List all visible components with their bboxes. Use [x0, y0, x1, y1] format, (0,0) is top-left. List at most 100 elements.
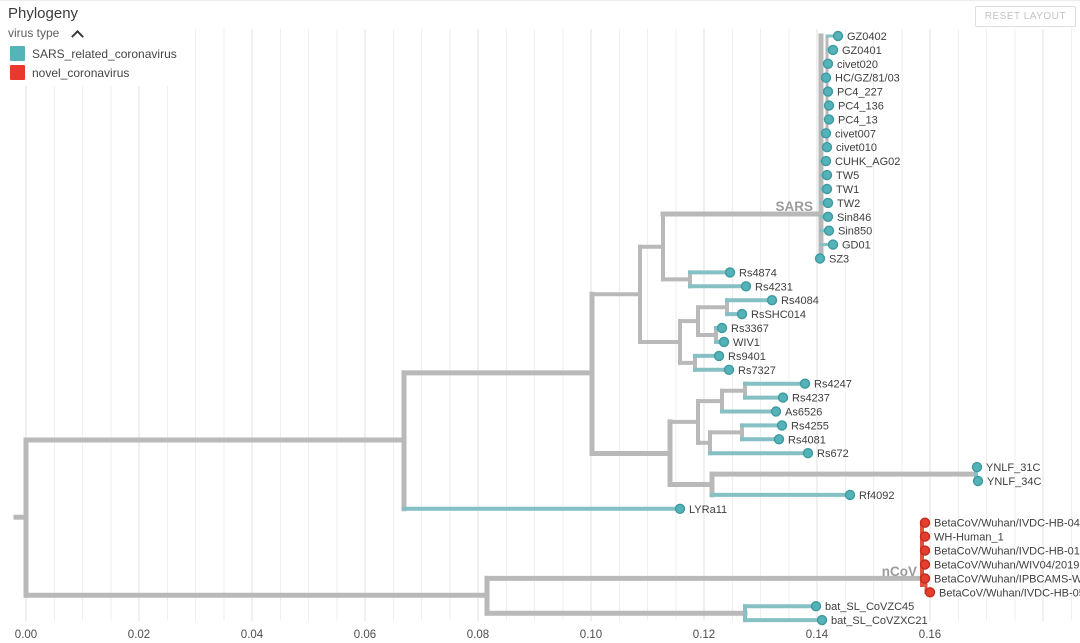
x-tick-label: 0.12	[693, 629, 715, 641]
leaf-node[interactable]	[777, 392, 789, 403]
leaf-node[interactable]	[770, 406, 782, 417]
leaf-node[interactable]	[776, 420, 788, 431]
leaf-label: bat_SL_CoVZC45	[825, 601, 914, 613]
leaf-label: TW5	[836, 170, 859, 182]
leaf-node[interactable]	[919, 545, 931, 556]
leaf-label: WH-Human_1	[934, 532, 1004, 544]
leaf-node[interactable]	[736, 308, 748, 320]
x-tick-label: 0.06	[354, 629, 376, 641]
leaf-label: BetaCoV/Wuhan/IVDC-HB-01/2019	[934, 546, 1080, 558]
leaf-node[interactable]	[713, 350, 725, 362]
leaf-label: GD01	[842, 240, 871, 252]
leaf-node[interactable]	[924, 587, 936, 598]
leaf-label: BetaCoV/Wuhan/IVDC-HB-05/2019	[939, 587, 1080, 599]
leaf-label: Rs9401	[728, 351, 766, 363]
leaf-label: Rs7327	[738, 365, 776, 377]
leaf-label: As6526	[785, 407, 822, 419]
leaf-label: Rs4874	[739, 267, 777, 279]
leaf-label: Rs4255	[791, 420, 829, 432]
leaf-label: PC4_227	[837, 87, 883, 99]
leaf-label: Rs672	[817, 448, 849, 460]
virus-type-legend: virus type SARS_related_coronavirus novel…	[8, 26, 183, 86]
leaf-label: HC/GZ/81/03	[835, 73, 900, 85]
clade-label: nCoV	[882, 564, 917, 579]
chevron-up-icon[interactable]	[71, 29, 85, 43]
leaf-node[interactable]	[822, 58, 834, 69]
leaf-label: civet007	[835, 128, 876, 140]
leaf-node[interactable]	[766, 295, 778, 306]
leaf-node[interactable]	[823, 225, 835, 236]
leaf-node[interactable]	[822, 211, 834, 223]
leaf-node[interactable]	[802, 448, 814, 459]
leaf-node[interactable]	[821, 183, 833, 195]
leaf-node[interactable]	[718, 336, 730, 348]
leaf-node[interactable]	[821, 141, 833, 153]
leaf-node[interactable]	[723, 364, 735, 375]
leaf-node[interactable]	[832, 30, 844, 42]
leaf-label: Rs4247	[814, 379, 852, 391]
leaf-node[interactable]	[814, 253, 826, 264]
leaf-label: RsSHC014	[751, 309, 806, 321]
leaf-label: GZ0401	[842, 45, 882, 57]
tree-leaves: GZ0402 GZ0401 civet020 HC/GZ/81/03 PC4_227 PC…	[674, 30, 1080, 627]
leaf-label: Sin846	[837, 212, 871, 224]
x-tick-label: 0.14	[806, 629, 829, 641]
leaf-label: Rs4084	[781, 295, 819, 307]
leaf-node[interactable]	[740, 281, 752, 292]
page-title: Phylogeny	[8, 5, 79, 22]
leaf-node[interactable]	[674, 503, 686, 514]
leaf-node[interactable]	[716, 322, 728, 334]
leaf-label: YNLF_34C	[987, 476, 1041, 488]
leaf-node[interactable]	[823, 100, 835, 111]
leaf-label: LYRa11	[689, 504, 727, 516]
leaf-node[interactable]	[971, 461, 983, 473]
leaf-node[interactable]	[820, 72, 832, 83]
leaf-label: GZ0402	[847, 31, 887, 43]
leaf-label: WIV1	[733, 337, 760, 349]
leaf-label: CUHK_AG02	[835, 156, 900, 168]
leaf-node[interactable]	[724, 267, 736, 278]
tree-branches	[13, 33, 980, 623]
leaf-label: BetaCoV/Wuhan/IVDC-HB-04/2020	[934, 518, 1080, 530]
leaf-node[interactable]	[827, 239, 839, 250]
leaf-node[interactable]	[816, 614, 828, 626]
leaf-label: Rs4231	[755, 281, 793, 293]
x-tick-label: 0.00	[15, 629, 37, 641]
leaf-node[interactable]	[919, 517, 931, 528]
leaf-node[interactable]	[820, 128, 832, 139]
leaf-node[interactable]	[810, 601, 822, 612]
leaf-node[interactable]	[919, 573, 931, 584]
legend-item-sars[interactable]: SARS_related_coronavirus	[8, 44, 177, 63]
leaf-node[interactable]	[972, 475, 984, 487]
leaf-node[interactable]	[919, 531, 931, 542]
leaf-label: Rs3367	[731, 323, 769, 335]
leaf-node[interactable]	[844, 489, 856, 501]
leaf-node[interactable]	[799, 378, 811, 389]
leaf-node[interactable]	[823, 114, 835, 125]
x-tick-label: 0.02	[128, 629, 150, 641]
leaf-label: Rs4237	[792, 393, 830, 405]
leaf-label: YNLF_31C	[986, 462, 1040, 474]
leaf-label: TW1	[836, 184, 859, 196]
x-tick-label: 0.16	[919, 629, 941, 641]
leaf-node[interactable]	[773, 434, 785, 445]
leaf-node[interactable]	[821, 169, 833, 181]
leaf-label: SZ3	[829, 254, 849, 266]
legend-swatch	[10, 46, 25, 61]
leaf-label: civet010	[836, 142, 877, 154]
reset-layout-button[interactable]: RESET LAYOUT	[974, 6, 1076, 27]
leaf-node[interactable]	[820, 155, 832, 167]
leaf-node[interactable]	[822, 86, 834, 97]
leaf-label: PC4_13	[838, 114, 878, 126]
clade-label: SARS	[775, 199, 813, 214]
leaf-label: BetaCoV/Wuhan/WIV04/2019	[934, 560, 1079, 572]
x-tick-label: 0.10	[580, 629, 602, 641]
leaf-node[interactable]	[827, 44, 839, 56]
legend-item-label: novel_coronavirus	[32, 65, 130, 80]
gridlines	[25, 29, 1072, 621]
leaf-node[interactable]	[822, 197, 834, 209]
leaf-node[interactable]	[919, 559, 931, 570]
legend-item-ncov[interactable]: novel_coronavirus	[8, 63, 177, 82]
